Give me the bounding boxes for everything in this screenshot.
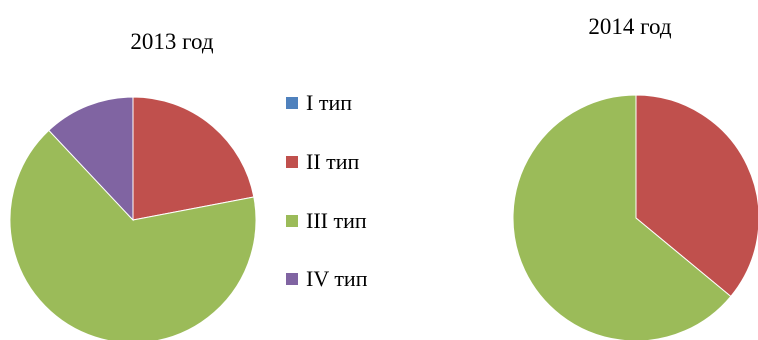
- legend-swatch-type-4: [286, 273, 298, 285]
- legend-swatch-type-3: [286, 215, 298, 227]
- chart-title-2013: 2013 год: [130, 29, 213, 54]
- legend-swatch-type-2: [286, 156, 298, 168]
- pie-chart-2013: [9, 96, 257, 340]
- legend-label-type-3: III тип: [306, 208, 367, 233]
- pie-slice-2013-type-2: [132, 96, 255, 221]
- chart-title-2014: 2014 год: [588, 14, 671, 39]
- pie-slice-2014-type-3: [512, 94, 732, 340]
- legend-label-type-2: II тип: [306, 149, 360, 174]
- legend-label-type-1: I тип: [306, 90, 352, 115]
- legend-label-type-4: IV тип: [306, 266, 368, 291]
- pie-slice-2013-type-3: [9, 129, 257, 340]
- legend-swatch-type-1: [286, 97, 298, 109]
- chart-legend: I тип II тип III тип IV тип: [286, 90, 368, 291]
- pie-chart-2014: [512, 94, 758, 340]
- pie-slice-2014-type-2: [635, 94, 758, 298]
- pie-slice-2013-type-4: [48, 96, 134, 222]
